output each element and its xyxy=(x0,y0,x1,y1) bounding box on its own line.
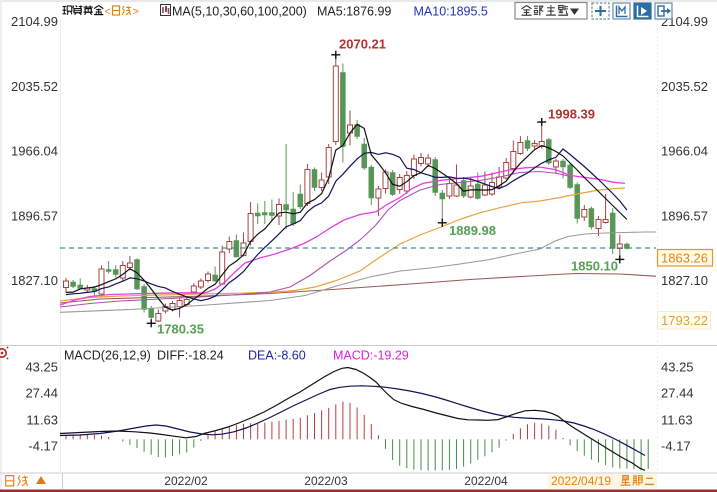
svg-text:27.44: 27.44 xyxy=(25,386,58,401)
svg-text:1966.04: 1966.04 xyxy=(11,144,58,159)
svg-text:1966.04: 1966.04 xyxy=(661,144,708,159)
svg-text:-4.17: -4.17 xyxy=(28,439,58,454)
svg-text:DIFF:-18.24: DIFF:-18.24 xyxy=(157,349,224,363)
svg-text:43.25: 43.25 xyxy=(25,360,58,375)
svg-text:2104.99: 2104.99 xyxy=(661,14,708,29)
svg-text:MA(5,10,30,60,100,200): MA(5,10,30,60,100,200) xyxy=(172,5,307,19)
svg-text:DEA:-8.60: DEA:-8.60 xyxy=(248,349,306,363)
svg-text:-4.17: -4.17 xyxy=(661,439,691,454)
svg-text:MA5:1876.99: MA5:1876.99 xyxy=(317,5,391,19)
svg-text:2022/04/19: 2022/04/19 xyxy=(551,474,611,488)
svg-text:1896.57: 1896.57 xyxy=(661,208,708,223)
svg-text:1998.39: 1998.39 xyxy=(548,107,595,122)
svg-text:1793.22: 1793.22 xyxy=(661,313,708,328)
svg-text:2022/04: 2022/04 xyxy=(464,474,508,488)
svg-text:MACD:-19.29: MACD:-19.29 xyxy=(333,349,409,363)
svg-text:2022/02: 2022/02 xyxy=(164,474,208,488)
svg-text:1780.35: 1780.35 xyxy=(157,322,204,337)
svg-text:MACD(26,12,9): MACD(26,12,9) xyxy=(64,349,151,363)
svg-text:2022/03: 2022/03 xyxy=(304,474,348,488)
svg-text:1827.10: 1827.10 xyxy=(661,273,708,288)
svg-text:43.25: 43.25 xyxy=(661,360,694,375)
svg-text:2035.52: 2035.52 xyxy=(661,79,708,94)
svg-text:1863.26: 1863.26 xyxy=(661,251,708,266)
svg-text:11.63: 11.63 xyxy=(661,413,693,428)
svg-text:27.44: 27.44 xyxy=(661,386,694,401)
svg-text:1889.98: 1889.98 xyxy=(449,223,496,238)
svg-text:1827.10: 1827.10 xyxy=(11,273,58,288)
svg-text:<: < xyxy=(105,6,111,18)
svg-text:>: > xyxy=(133,6,139,18)
svg-text:2104.99: 2104.99 xyxy=(11,14,58,29)
svg-text:2035.52: 2035.52 xyxy=(11,79,58,94)
svg-text:1850.10: 1850.10 xyxy=(571,259,618,274)
svg-text:MA10:1895.5: MA10:1895.5 xyxy=(414,5,488,19)
svg-text:2070.21: 2070.21 xyxy=(339,37,386,52)
svg-text:11.63: 11.63 xyxy=(26,413,58,428)
svg-text:1896.57: 1896.57 xyxy=(11,208,58,223)
